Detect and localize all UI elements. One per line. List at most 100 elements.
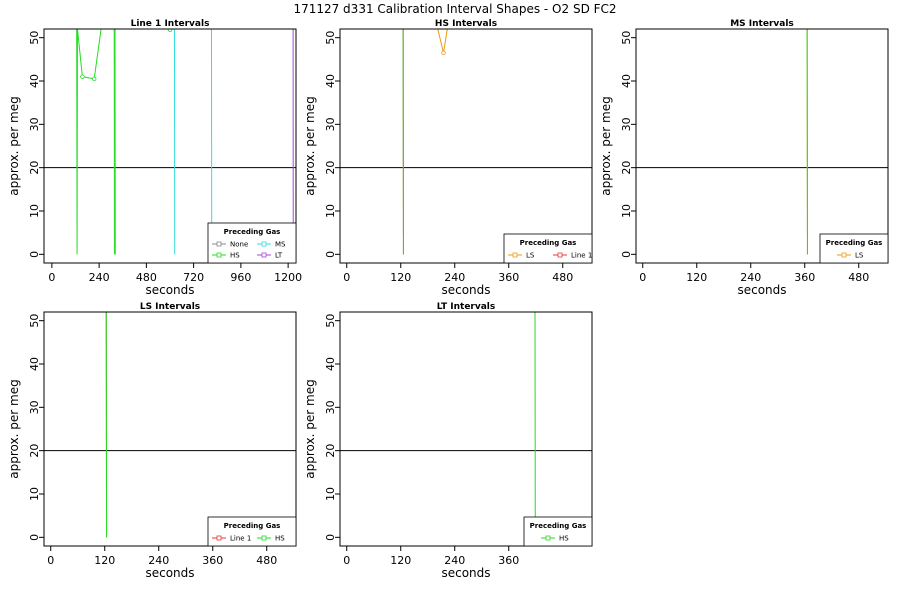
- y-tick-label: 0: [620, 251, 633, 258]
- legend-swatch-marker: [842, 253, 846, 257]
- legend-label: HS: [559, 535, 569, 543]
- legend-label: LT: [275, 252, 283, 260]
- x-axis-label: seconds: [441, 566, 490, 580]
- x-tick-label: 480: [848, 271, 869, 284]
- panel-title: MS Intervals: [730, 19, 794, 29]
- data-point: [81, 75, 85, 79]
- legend-title: Preceding Gas: [530, 522, 587, 530]
- y-tick-label: 0: [28, 251, 41, 258]
- x-tick-label: 1200: [274, 271, 302, 284]
- x-tick-label: 360: [202, 554, 223, 567]
- legend-label: HS: [275, 535, 285, 543]
- x-axis-label: seconds: [737, 283, 786, 297]
- y-tick-label: 20: [620, 161, 633, 175]
- legend: Preceding Gas HS: [524, 517, 592, 546]
- x-tick-label: 360: [498, 554, 519, 567]
- x-tick-label: 120: [94, 554, 115, 567]
- legend: Preceding Gas LS: [820, 234, 888, 263]
- series-group: [403, 0, 448, 254]
- panel-title: Line 1 Intervals: [131, 19, 210, 29]
- legend-label: Line 1: [230, 535, 251, 543]
- y-tick-label: 0: [324, 251, 337, 258]
- y-tick-label: 50: [28, 314, 41, 328]
- x-tick-label: 0: [343, 271, 350, 284]
- plot-frame: [44, 312, 296, 546]
- panel-title: LT Intervals: [437, 302, 496, 312]
- x-tick-label: 480: [552, 271, 573, 284]
- y-tick-label: 30: [324, 400, 337, 414]
- y-tick-label: 50: [620, 31, 633, 45]
- y-tick-label: 20: [28, 444, 41, 458]
- y-tick-label: 40: [324, 357, 337, 371]
- x-tick-label: 360: [794, 271, 815, 284]
- y-tick-label: 40: [620, 74, 633, 88]
- y-tick-label: 30: [620, 117, 633, 131]
- x-axis-label: seconds: [441, 283, 490, 297]
- legend: Preceding Gas Line 1 HS: [208, 517, 296, 546]
- y-tick-label: 20: [324, 161, 337, 175]
- plot-frame: [636, 29, 888, 263]
- plot-frame: [340, 312, 592, 546]
- y-axis-label: approx. per meg: [7, 96, 21, 195]
- legend-swatch-marker: [262, 242, 266, 246]
- legend-swatch-marker: [217, 536, 221, 540]
- legend-swatch-marker: [217, 253, 221, 257]
- y-tick-label: 10: [28, 487, 41, 501]
- y-tick-label: 0: [28, 534, 41, 541]
- legend-swatch-marker: [262, 536, 266, 540]
- plot-frame: [340, 29, 592, 263]
- x-tick-label: 0: [639, 271, 646, 284]
- y-axis-label: approx. per meg: [7, 379, 21, 478]
- legend-label: None: [230, 241, 248, 249]
- legend-title: Preceding Gas: [224, 522, 281, 530]
- y-tick-label: 30: [324, 117, 337, 131]
- x-tick-label: 0: [343, 554, 350, 567]
- y-tick-label: 50: [28, 31, 41, 45]
- legend-title: Preceding Gas: [224, 228, 281, 236]
- y-tick-label: 20: [28, 161, 41, 175]
- legend-label: LS: [855, 252, 864, 260]
- legend-swatch-marker: [558, 253, 562, 257]
- y-tick-label: 50: [324, 314, 337, 328]
- y-tick-label: 30: [28, 117, 41, 131]
- data-point: [92, 77, 96, 81]
- legend-swatch-marker: [546, 536, 550, 540]
- series-group: [76, 0, 293, 254]
- x-tick-label: 120: [390, 554, 411, 567]
- y-axis-label: approx. per meg: [303, 96, 317, 195]
- y-tick-label: 30: [28, 400, 41, 414]
- legend-swatch-marker: [513, 253, 517, 257]
- y-tick-label: 40: [324, 74, 337, 88]
- y-tick-label: 50: [324, 31, 337, 45]
- x-tick-label: 360: [498, 271, 519, 284]
- data-point: [442, 51, 446, 55]
- x-tick-label: 960: [230, 271, 251, 284]
- y-axis-label: approx. per meg: [599, 96, 613, 195]
- panel-title: LS Intervals: [140, 302, 200, 312]
- y-tick-label: 0: [324, 534, 337, 541]
- x-tick-label: 120: [686, 271, 707, 284]
- y-tick-label: 20: [324, 444, 337, 458]
- x-axis-label: seconds: [145, 283, 194, 297]
- legend-title: Preceding Gas: [520, 239, 577, 247]
- y-tick-label: 10: [324, 204, 337, 218]
- x-axis-label: seconds: [145, 566, 194, 580]
- legend-label: LS: [526, 252, 535, 260]
- panel-title: HS Intervals: [435, 19, 497, 29]
- y-tick-label: 10: [620, 204, 633, 218]
- x-tick-label: 120: [390, 271, 411, 284]
- x-tick-label: 0: [48, 271, 55, 284]
- x-tick-label: 480: [256, 554, 277, 567]
- y-tick-label: 40: [28, 357, 41, 371]
- legend-swatch-marker: [262, 253, 266, 257]
- legend-label: HS: [230, 252, 240, 260]
- legend-title: Preceding Gas: [826, 239, 883, 247]
- x-tick-label: 240: [89, 271, 110, 284]
